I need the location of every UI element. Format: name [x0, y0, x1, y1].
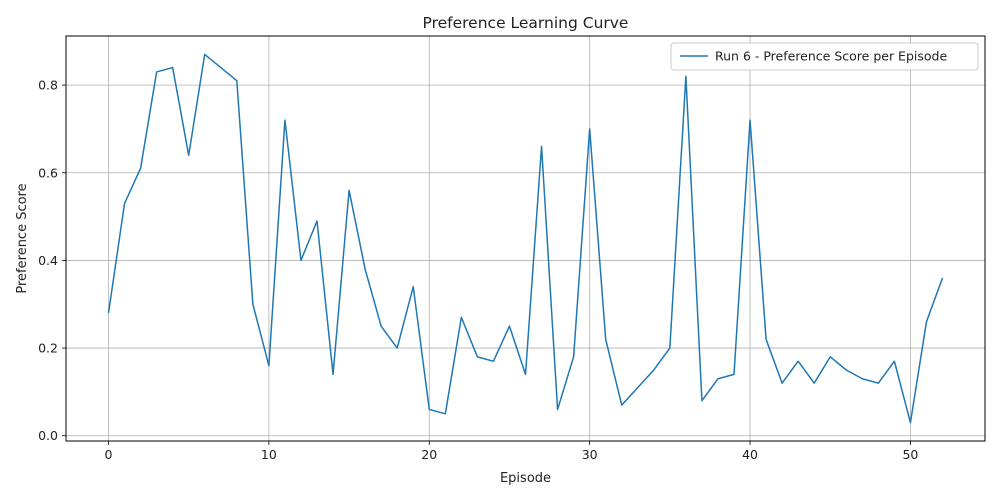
- plot-frame: [65, 35, 986, 442]
- x-tick-label: 30: [582, 447, 598, 462]
- legend-box: [670, 42, 979, 71]
- series-layer: [107, 53, 944, 424]
- y-tick-label: 0.4: [38, 253, 58, 268]
- y-tick-label: 0.8: [38, 78, 58, 93]
- x-tick-label: 40: [742, 447, 758, 462]
- x-tick-label: 50: [902, 447, 918, 462]
- x-tick-label: 10: [261, 447, 277, 462]
- legend: Run 6 - Preference Score per Episode: [670, 42, 979, 71]
- x-tick-label: 0: [105, 447, 113, 462]
- y-axis-ticks: 0.0 0.2 0.4 0.6 0.8: [38, 78, 66, 443]
- y-tick-label: 0.0: [38, 428, 58, 443]
- grid: [66, 36, 985, 441]
- legend-label: Run 6 - Preference Score per Episode: [715, 49, 947, 64]
- x-axis-ticks: 0 10 20 30 40 50: [105, 441, 918, 462]
- x-axis-label: Episode: [500, 471, 551, 486]
- y-tick-label: 0.6: [38, 165, 58, 180]
- chart-title: Preference Learning Curve: [423, 14, 629, 32]
- series-line: [107, 53, 944, 424]
- y-tick-label: 0.2: [38, 341, 58, 356]
- x-tick-label: 20: [421, 447, 437, 462]
- y-axis-label: Preference Score: [15, 183, 30, 293]
